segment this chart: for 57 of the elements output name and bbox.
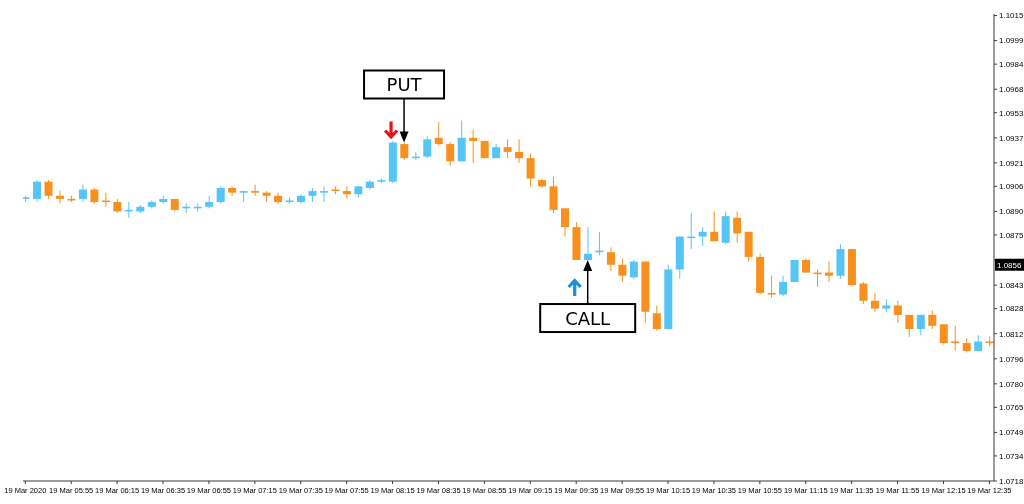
y-tick-label: 1.0953 xyxy=(999,108,1024,118)
y-tick-label: 1.0921 xyxy=(999,158,1024,168)
y-tick-label: 1.0718 xyxy=(999,476,1024,486)
y-tick-label: 1.0843 xyxy=(999,280,1024,290)
candlestick xyxy=(101,192,110,208)
candlestick xyxy=(790,260,799,282)
y-tick-label: 1.0906 xyxy=(999,182,1024,192)
candlestick xyxy=(274,192,283,205)
candlestick xyxy=(824,261,833,283)
y-tick-label: 1.0812 xyxy=(999,329,1024,339)
candlestick xyxy=(583,226,592,261)
candlestick xyxy=(710,210,719,242)
candlestick xyxy=(939,323,948,346)
candlestick xyxy=(251,184,260,197)
y-tick-label: 1.0999 xyxy=(999,36,1024,46)
candlestick xyxy=(629,259,638,280)
y-tick-label: 1.0749 xyxy=(999,428,1024,438)
y-tick-label: 1.0796 xyxy=(999,354,1024,364)
y-tick-label: 1.0984 xyxy=(999,59,1024,69)
y-tick-label: 1.0937 xyxy=(999,133,1024,143)
candlestick xyxy=(652,304,661,332)
candlestick xyxy=(44,179,53,200)
y-tick-label: 1.0828 xyxy=(999,304,1024,314)
annotation: CALL xyxy=(565,307,611,329)
candlestick xyxy=(549,176,558,214)
candlestick xyxy=(767,275,776,299)
candlestick xyxy=(319,185,328,203)
y-tick-label: 1.0780 xyxy=(999,379,1024,389)
y-tick-label: 1.0968 xyxy=(999,85,1024,95)
y-tick-label: 1.1015 xyxy=(999,11,1024,21)
y-tick-label: 1.0734 xyxy=(999,451,1024,461)
candlestick xyxy=(78,184,87,203)
candlestick xyxy=(55,190,64,205)
candlestick xyxy=(893,300,902,324)
candlestick xyxy=(779,275,788,297)
candlestick xyxy=(859,281,868,305)
candlestick xyxy=(423,135,432,159)
candlestick xyxy=(606,247,615,272)
candlestick xyxy=(928,309,937,330)
candlestick xyxy=(342,185,351,200)
annotation: PUT xyxy=(386,74,423,95)
candlestick xyxy=(446,142,455,167)
candlestick xyxy=(561,207,569,238)
candlestick xyxy=(457,120,466,162)
y-tick-label: 1.0875 xyxy=(999,230,1024,240)
candlestick xyxy=(469,129,478,164)
candlestick xyxy=(526,152,535,187)
candlestick xyxy=(698,226,707,247)
candlestick xyxy=(618,257,627,283)
candlestick xyxy=(33,179,42,203)
candlestick xyxy=(434,121,443,147)
candlestick xyxy=(503,138,512,159)
candlestick xyxy=(515,138,524,164)
y-tick-label: 1.0890 xyxy=(999,207,1024,217)
candlestick xyxy=(733,210,742,244)
y-tick-label: 1.0765 xyxy=(999,403,1024,413)
candlestick xyxy=(870,292,879,313)
